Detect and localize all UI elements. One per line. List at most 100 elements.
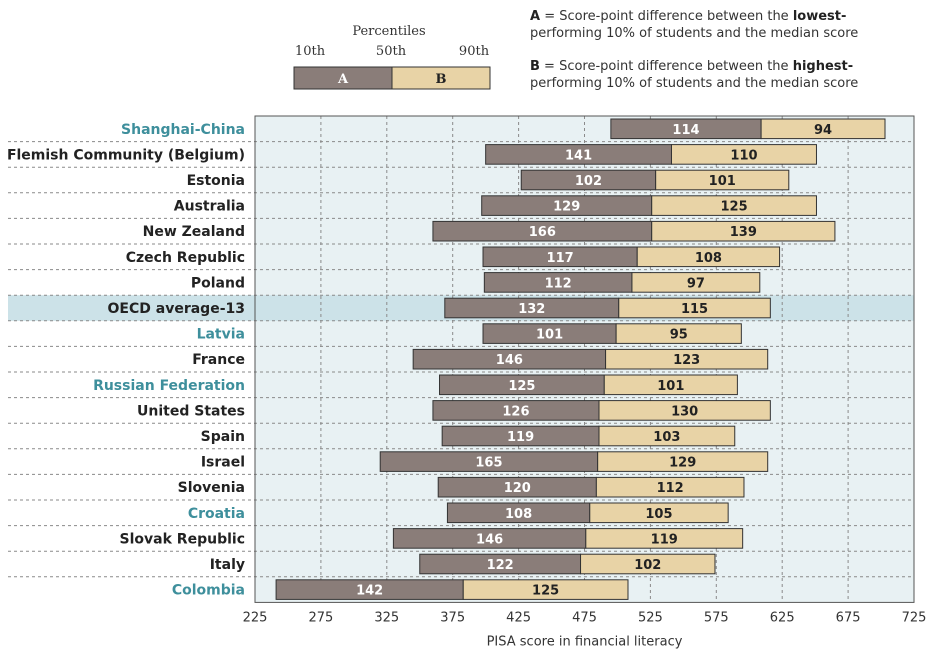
value-label-b: 103: [653, 430, 680, 445]
value-label-b: 94: [814, 123, 832, 138]
value-label-a: 146: [476, 532, 503, 547]
legend-b-swatch: [391, 66, 491, 90]
category-label: Australia: [174, 199, 245, 215]
percentile-legend: Percentiles 10th 50th 90th A B: [293, 24, 491, 90]
note-a-bold: lowest-: [792, 9, 847, 24]
bar-b: [631, 272, 761, 293]
bar-b: [636, 246, 781, 268]
value-label-a: 102: [575, 174, 602, 189]
value-label-a: 108: [505, 507, 532, 522]
value-label-a: 112: [545, 276, 572, 291]
value-label-b: 125: [721, 200, 748, 215]
note-b-post: performing 10% of students and the media…: [530, 76, 859, 91]
value-label-b: 115: [681, 302, 708, 317]
category-label: Poland: [191, 275, 245, 291]
value-label-a: 122: [487, 558, 514, 573]
legend-title: Percentiles: [352, 24, 425, 39]
value-label-a: 165: [475, 456, 502, 471]
category-label: Russian Federation: [93, 378, 245, 394]
value-label-a: 141: [565, 148, 592, 163]
x-tick-label: 225: [243, 610, 268, 625]
value-label-b: 139: [730, 225, 757, 240]
category-label: New Zealand: [143, 224, 245, 240]
category-label: France: [192, 352, 245, 368]
x-tick-label: 725: [902, 610, 927, 625]
x-tick-label: 675: [836, 610, 861, 625]
note-b-bold: highest-: [792, 59, 854, 74]
bar-b: [670, 144, 817, 165]
category-label: Israel: [201, 455, 245, 471]
value-label-b: 125: [532, 584, 559, 599]
value-label-b: 108: [695, 251, 722, 266]
bar-b: [615, 323, 742, 344]
note-a: A = Score-point difference between the l…: [530, 8, 920, 42]
category-label: Croatia: [188, 506, 245, 522]
category-label: OECD average-13: [108, 301, 245, 317]
plot-area: 114 94 Shanghai-China 141 110 Flemish Communi…: [7, 115, 927, 649]
x-tick-label: 425: [506, 610, 531, 625]
bar-b: [605, 348, 769, 370]
value-label-b: 129: [669, 456, 696, 471]
value-label-a: 119: [507, 430, 534, 445]
bar-b: [462, 579, 629, 600]
bar-b: [580, 553, 716, 575]
category-label: Flemish Community (Belgium): [7, 147, 245, 163]
value-label-a: 166: [529, 225, 556, 240]
bar-b: [760, 118, 886, 140]
category-label: United States: [137, 403, 245, 419]
legend-a-label: A: [337, 72, 349, 87]
bar-b: [598, 425, 736, 447]
value-label-b: 101: [657, 379, 684, 394]
category-label: Czech Republic: [126, 250, 245, 266]
note-b-pre: = Score-point difference between the: [539, 59, 793, 74]
legend-b-label: B: [436, 72, 447, 87]
value-label-b: 123: [673, 353, 700, 368]
bar-b: [651, 195, 817, 216]
plot-border: [254, 115, 915, 603]
x-tick-label: 575: [704, 610, 729, 625]
bar-b: [585, 528, 744, 549]
value-label-a: 120: [504, 481, 531, 496]
bar-b: [589, 502, 729, 524]
value-label-a: 117: [547, 251, 574, 266]
value-label-a: 114: [672, 123, 699, 138]
note-a-key: A: [530, 9, 541, 24]
x-tick-label: 325: [374, 610, 399, 625]
value-label-b: 110: [730, 148, 757, 163]
category-label: Slovak Republic: [120, 531, 245, 547]
category-label: Spain: [201, 429, 245, 445]
value-label-b: 97: [687, 276, 705, 291]
bar-b: [597, 451, 769, 472]
x-axis-label: PISA score in financial literacy: [487, 634, 683, 649]
note-a-pre: = Score-point difference between the: [540, 9, 793, 24]
category-label: Estonia: [187, 173, 245, 189]
value-label-a: 132: [518, 302, 545, 317]
value-label-b: 105: [645, 507, 672, 522]
value-label-a: 126: [502, 404, 529, 419]
category-label: Latvia: [197, 327, 245, 343]
value-label-a: 146: [496, 353, 523, 368]
value-label-a: 142: [356, 584, 383, 599]
bar-b: [595, 476, 745, 498]
note-a-post: performing 10% of students and the media…: [530, 26, 859, 41]
value-label-b: 101: [709, 174, 736, 189]
legend-p10: 10th: [295, 44, 326, 59]
value-label-a: 129: [553, 200, 580, 215]
bar-b: [618, 297, 771, 319]
bar-b: [603, 374, 738, 396]
x-tick-label: 625: [770, 610, 795, 625]
x-tick-label: 275: [308, 610, 333, 625]
value-label-b: 130: [671, 404, 698, 419]
legend-p90: 90th: [459, 44, 490, 59]
x-tick-label: 375: [440, 610, 465, 625]
bar-b: [651, 220, 836, 242]
category-label: Slovenia: [178, 480, 245, 496]
x-tick-label: 475: [572, 610, 597, 625]
legend-p50: 50th: [376, 44, 407, 59]
value-label-a: 101: [536, 328, 563, 343]
category-label: Shanghai-China: [121, 122, 245, 138]
value-label-b: 102: [634, 558, 661, 573]
value-label-b: 95: [670, 328, 688, 343]
